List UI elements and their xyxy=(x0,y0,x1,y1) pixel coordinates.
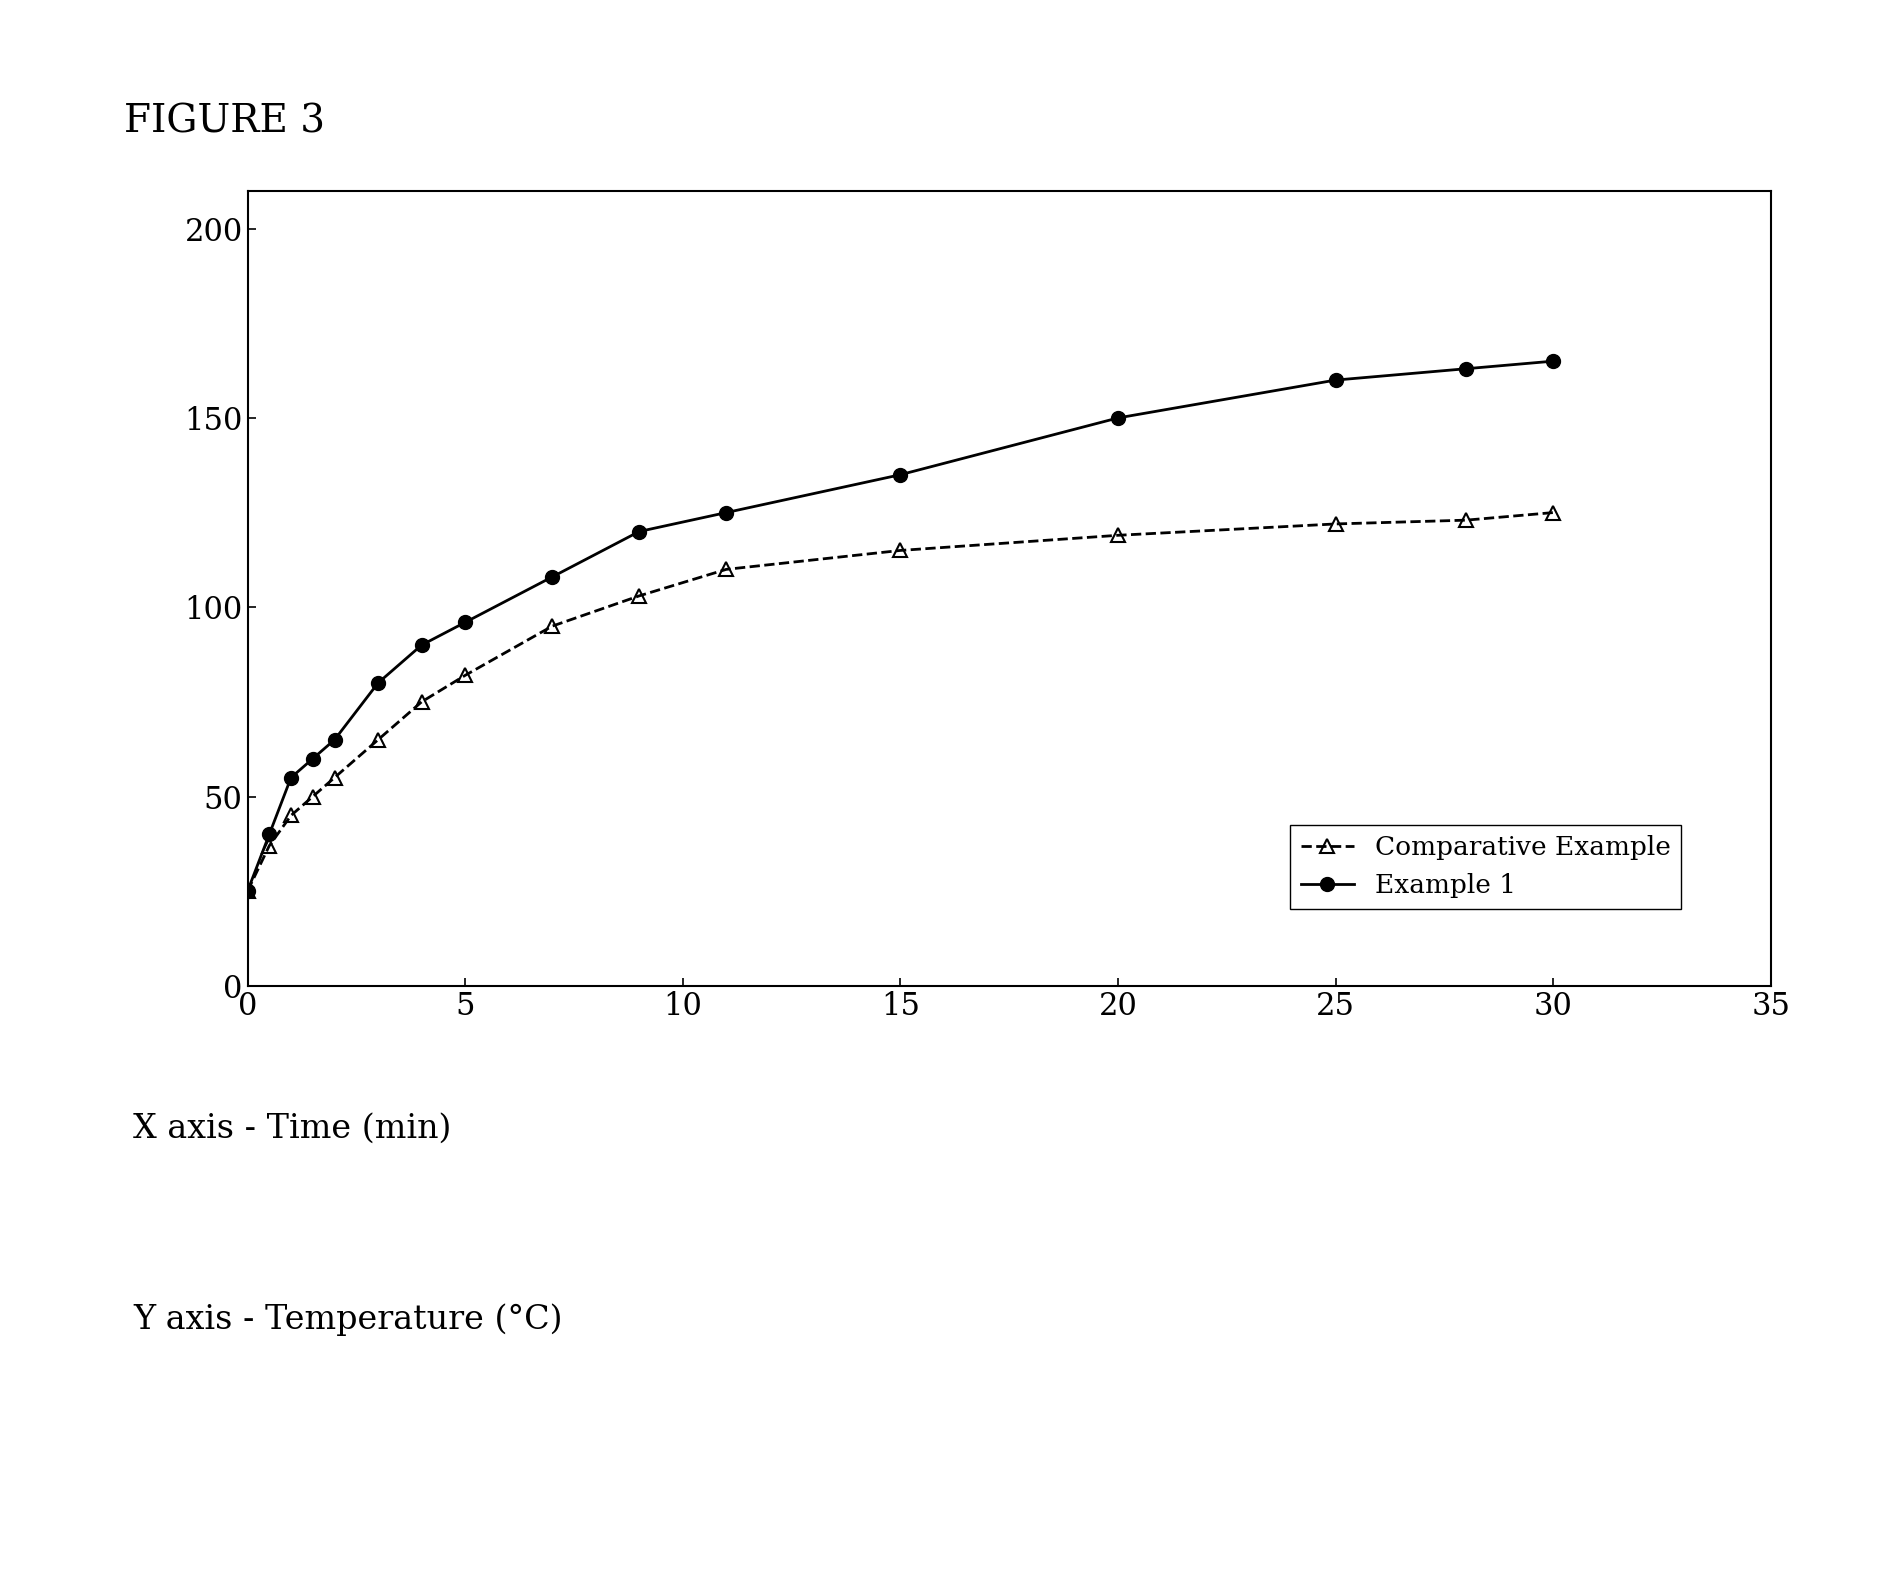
Example 1 xyxy=(280,768,303,787)
Comparative Example xyxy=(257,836,280,855)
Text: Y axis - Temperature (°C): Y axis - Temperature (°C) xyxy=(133,1304,564,1337)
Example 1 xyxy=(1542,351,1565,370)
Example 1 xyxy=(1455,359,1478,378)
Comparative Example xyxy=(409,692,432,711)
Comparative Example xyxy=(1455,510,1478,529)
Comparative Example xyxy=(889,541,912,560)
Comparative Example xyxy=(628,587,651,606)
Comparative Example xyxy=(324,768,347,787)
Example 1 xyxy=(714,502,737,522)
Comparative Example xyxy=(714,560,737,579)
Comparative Example xyxy=(367,730,390,749)
Example 1 xyxy=(257,825,280,844)
Text: X axis - Time (min): X axis - Time (min) xyxy=(133,1113,451,1145)
Comparative Example xyxy=(1323,515,1346,534)
Comparative Example xyxy=(280,806,303,825)
Example 1 xyxy=(324,730,347,749)
Line: Comparative Example: Comparative Example xyxy=(240,506,1559,898)
Legend: Comparative Example, Example 1: Comparative Example, Example 1 xyxy=(1291,825,1681,909)
Example 1 xyxy=(453,612,476,631)
Comparative Example xyxy=(301,787,324,806)
Comparative Example xyxy=(541,617,564,636)
Example 1 xyxy=(1106,409,1129,428)
Example 1 xyxy=(367,674,390,693)
Example 1 xyxy=(541,568,564,587)
Example 1 xyxy=(889,466,912,485)
Example 1 xyxy=(236,881,259,900)
Comparative Example xyxy=(1106,526,1129,545)
Example 1 xyxy=(409,636,432,655)
Comparative Example xyxy=(236,881,259,900)
Comparative Example xyxy=(1542,502,1565,522)
Example 1 xyxy=(301,749,324,768)
Example 1 xyxy=(1323,370,1346,390)
Example 1 xyxy=(628,522,651,541)
Text: FIGURE 3: FIGURE 3 xyxy=(124,103,326,140)
Comparative Example xyxy=(453,666,476,685)
Line: Example 1: Example 1 xyxy=(240,355,1559,898)
